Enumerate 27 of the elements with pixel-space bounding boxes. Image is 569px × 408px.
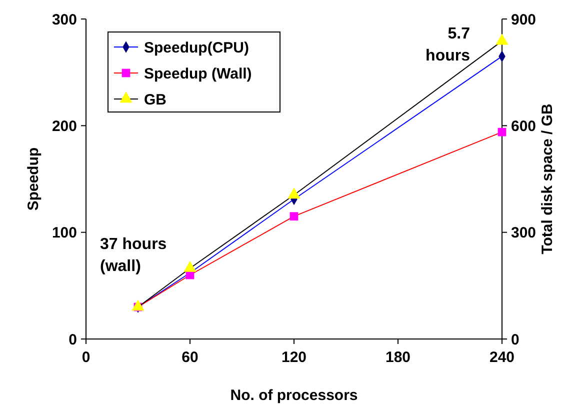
x-tick-label: 240 (489, 349, 515, 366)
y2-tick-label: 300 (511, 224, 536, 242)
point (496, 34, 508, 45)
point (184, 260, 196, 272)
point (290, 212, 298, 221)
y2-tick-label: 0 (511, 331, 520, 348)
x-tick-label: 180 (385, 349, 411, 366)
legend-label: Speedup (Wall) (144, 65, 252, 82)
y-tick-label: 100 (52, 224, 77, 242)
x-tick-label: 0 (82, 349, 90, 366)
x-tick-label: 60 (182, 349, 198, 366)
legend-label: Speedup(CPU) (144, 39, 250, 56)
annotation: 37 hours (wall) (100, 236, 167, 275)
point (132, 300, 144, 311)
y-tick-label: 300 (52, 11, 77, 28)
x-tick-label: 120 (281, 349, 307, 366)
y-axis-title: Speedup (25, 147, 42, 211)
point (498, 128, 506, 136)
legend-label: GB (144, 91, 167, 108)
point (288, 188, 300, 199)
y2-tick-label: 600 (511, 118, 536, 135)
y2-axis-title: Total disk space / GB (539, 104, 556, 254)
x-axis-title: No. of processors (230, 387, 358, 404)
annotation: 5.7 hours (426, 25, 470, 64)
y-tick-label: 200 (52, 118, 77, 135)
y-tick-label: 0 (68, 331, 77, 348)
y2-tick-label: 900 (511, 11, 536, 28)
